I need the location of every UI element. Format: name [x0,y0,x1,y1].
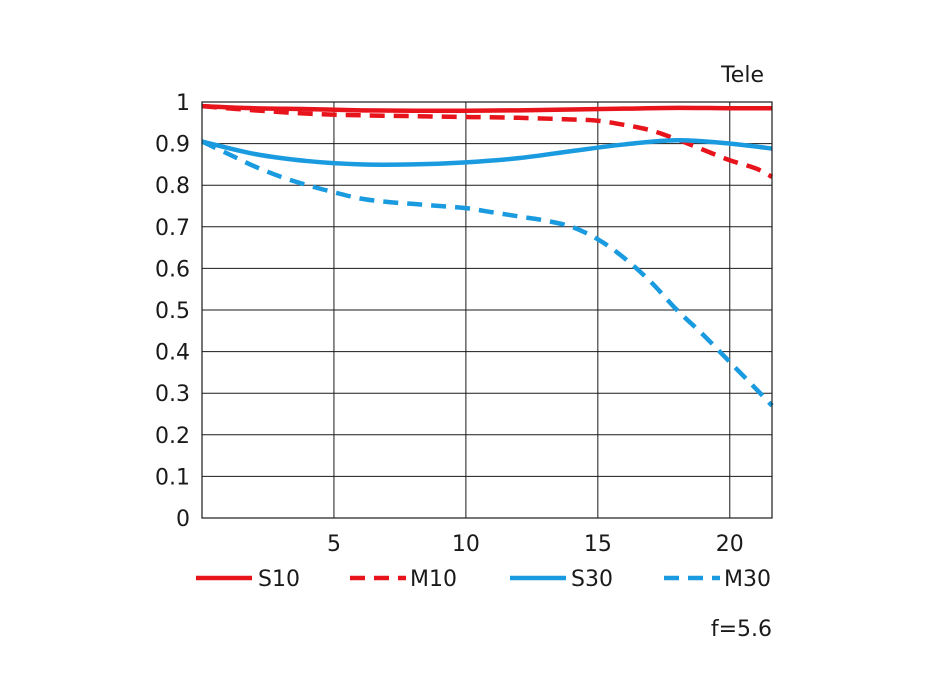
y-tick-label: 0.2 [155,424,190,449]
y-tick-label: 0.3 [155,382,190,407]
chart-title: Tele [720,63,764,88]
y-tick-label: 0.4 [155,341,190,366]
x-tick-labels: 5 10 15 20 [327,532,744,557]
x-tick-label: 10 [452,532,480,557]
legend-label-m10: M10 [410,567,457,592]
y-tick-label: 0.5 [155,299,190,324]
legend-label-m30: M30 [724,567,771,592]
aperture-note: f=5.6 [711,617,772,642]
plot-frame [201,101,773,519]
y-tick-label: 1 [176,91,190,116]
y-tick-label: 0.6 [155,257,190,282]
x-tick-label: 20 [716,532,744,557]
y-tick-label: 0.7 [155,216,190,241]
legend-label-s10: S10 [258,567,300,592]
x-tick-label: 5 [327,532,341,557]
series-line-s10 [201,103,773,114]
grid [202,101,772,519]
y-tick-label: 0 [176,507,190,532]
legend: S10 M10 S30 M30 [196,567,771,592]
y-tick-labels: 0 0.1 0.2 0.3 0.4 0.5 0.6 0.7 0.8 0.9 1 [155,91,190,532]
legend-label-s30: S30 [571,567,613,592]
series-line-m10 [201,103,774,179]
series-lines [201,103,774,408]
y-tick-label: 0.1 [155,465,190,490]
series-line-m30 [201,139,774,408]
series-line-s30 [201,138,773,167]
y-tick-label: 0.9 [155,133,190,158]
y-tick-label: 0.8 [155,174,190,199]
x-tick-label: 15 [584,532,612,557]
